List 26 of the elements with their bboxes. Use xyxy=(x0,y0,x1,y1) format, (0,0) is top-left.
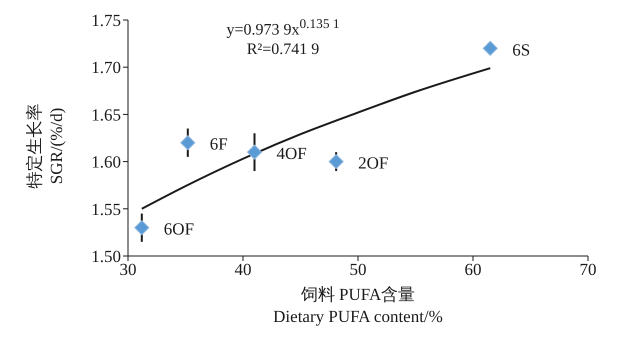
y-tick-label: 1.70 xyxy=(91,58,121,78)
point xyxy=(247,144,262,160)
y-axis-title: 特定生长率 SGR/(%/d) xyxy=(25,104,66,188)
annotation: 6OF xyxy=(164,220,194,239)
x-tick-label: 70 xyxy=(580,260,596,280)
annotation: R²=0.741 9 xyxy=(246,40,320,60)
x-tick-label: 40 xyxy=(234,260,252,280)
point xyxy=(328,154,344,170)
y-tick-label: 1.55 xyxy=(91,200,121,219)
annotation: 6S xyxy=(512,40,530,60)
line-series xyxy=(140,67,492,210)
annotation: 4OF xyxy=(276,144,307,164)
x-tick-label: 60 xyxy=(464,260,482,280)
annotation: y=0.973 9x$^{0.135 1}$ xyxy=(225,15,340,40)
x-tick-label: 30 xyxy=(120,260,136,280)
x-tick-label: 50 xyxy=(350,260,366,280)
annotation: 6F xyxy=(210,134,228,154)
y-tick-label: 1.75 xyxy=(91,11,121,30)
y-tick-label: 1.65 xyxy=(91,105,121,124)
y-tick-label: 1.50 xyxy=(91,247,121,266)
point xyxy=(482,40,498,56)
x-axis-title: 饲料 PUFA含量 Dietary PUFA content/% xyxy=(272,284,444,327)
annotation: 2OF xyxy=(358,154,388,173)
point xyxy=(180,135,196,150)
y-tick-label: 1.60 xyxy=(91,152,121,172)
point xyxy=(134,220,150,236)
